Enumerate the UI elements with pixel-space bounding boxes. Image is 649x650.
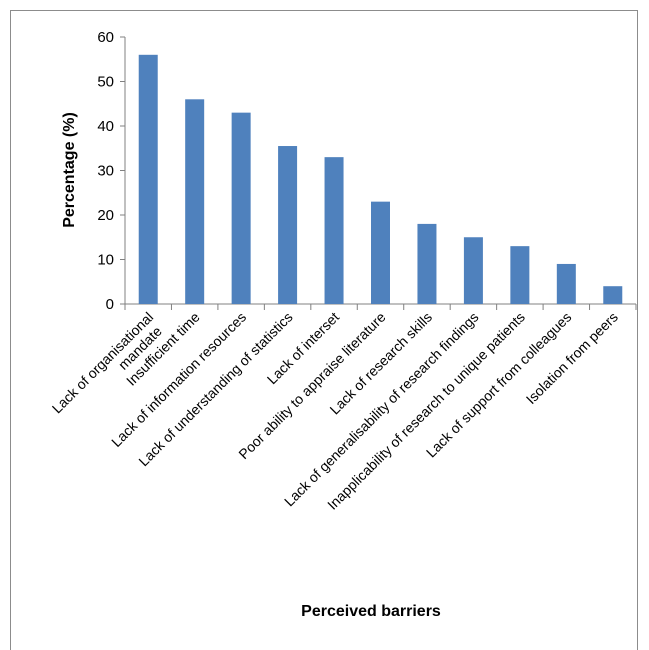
y-tick-label: 20 [97,207,114,224]
y-tick-label: 30 [97,163,114,180]
category-labels: Lack of organisationalmandateInsufficien… [49,309,621,513]
y-tick-label: 40 [97,118,114,135]
bar [231,112,251,305]
bar [463,237,483,304]
bar [185,99,205,304]
category-label: Isolation from peers [523,309,621,407]
y-tick-label: 60 [97,29,114,46]
y-axis-title: Percentage (%) [61,112,78,228]
y-tick-label: 0 [106,296,114,313]
bar [324,157,344,304]
bar [138,54,158,304]
bar [510,246,530,304]
bar [556,263,576,304]
bars [138,54,623,305]
chart-frame [10,10,638,650]
bar-chart: 0 10 20 30 40 50 60 Lack of organisationalmand… [49,29,637,620]
bar [278,146,298,304]
bar [371,201,390,304]
y-axis: 0 10 20 30 40 50 60 [97,29,126,313]
x-axis [124,303,637,310]
bar [417,223,437,304]
y-tick-label: 50 [97,74,114,91]
category-label-line: Isolation from peers [523,309,621,407]
x-axis-title: Perceived barriers [301,603,441,620]
bar [603,286,623,304]
y-tick-label: 10 [97,252,114,269]
